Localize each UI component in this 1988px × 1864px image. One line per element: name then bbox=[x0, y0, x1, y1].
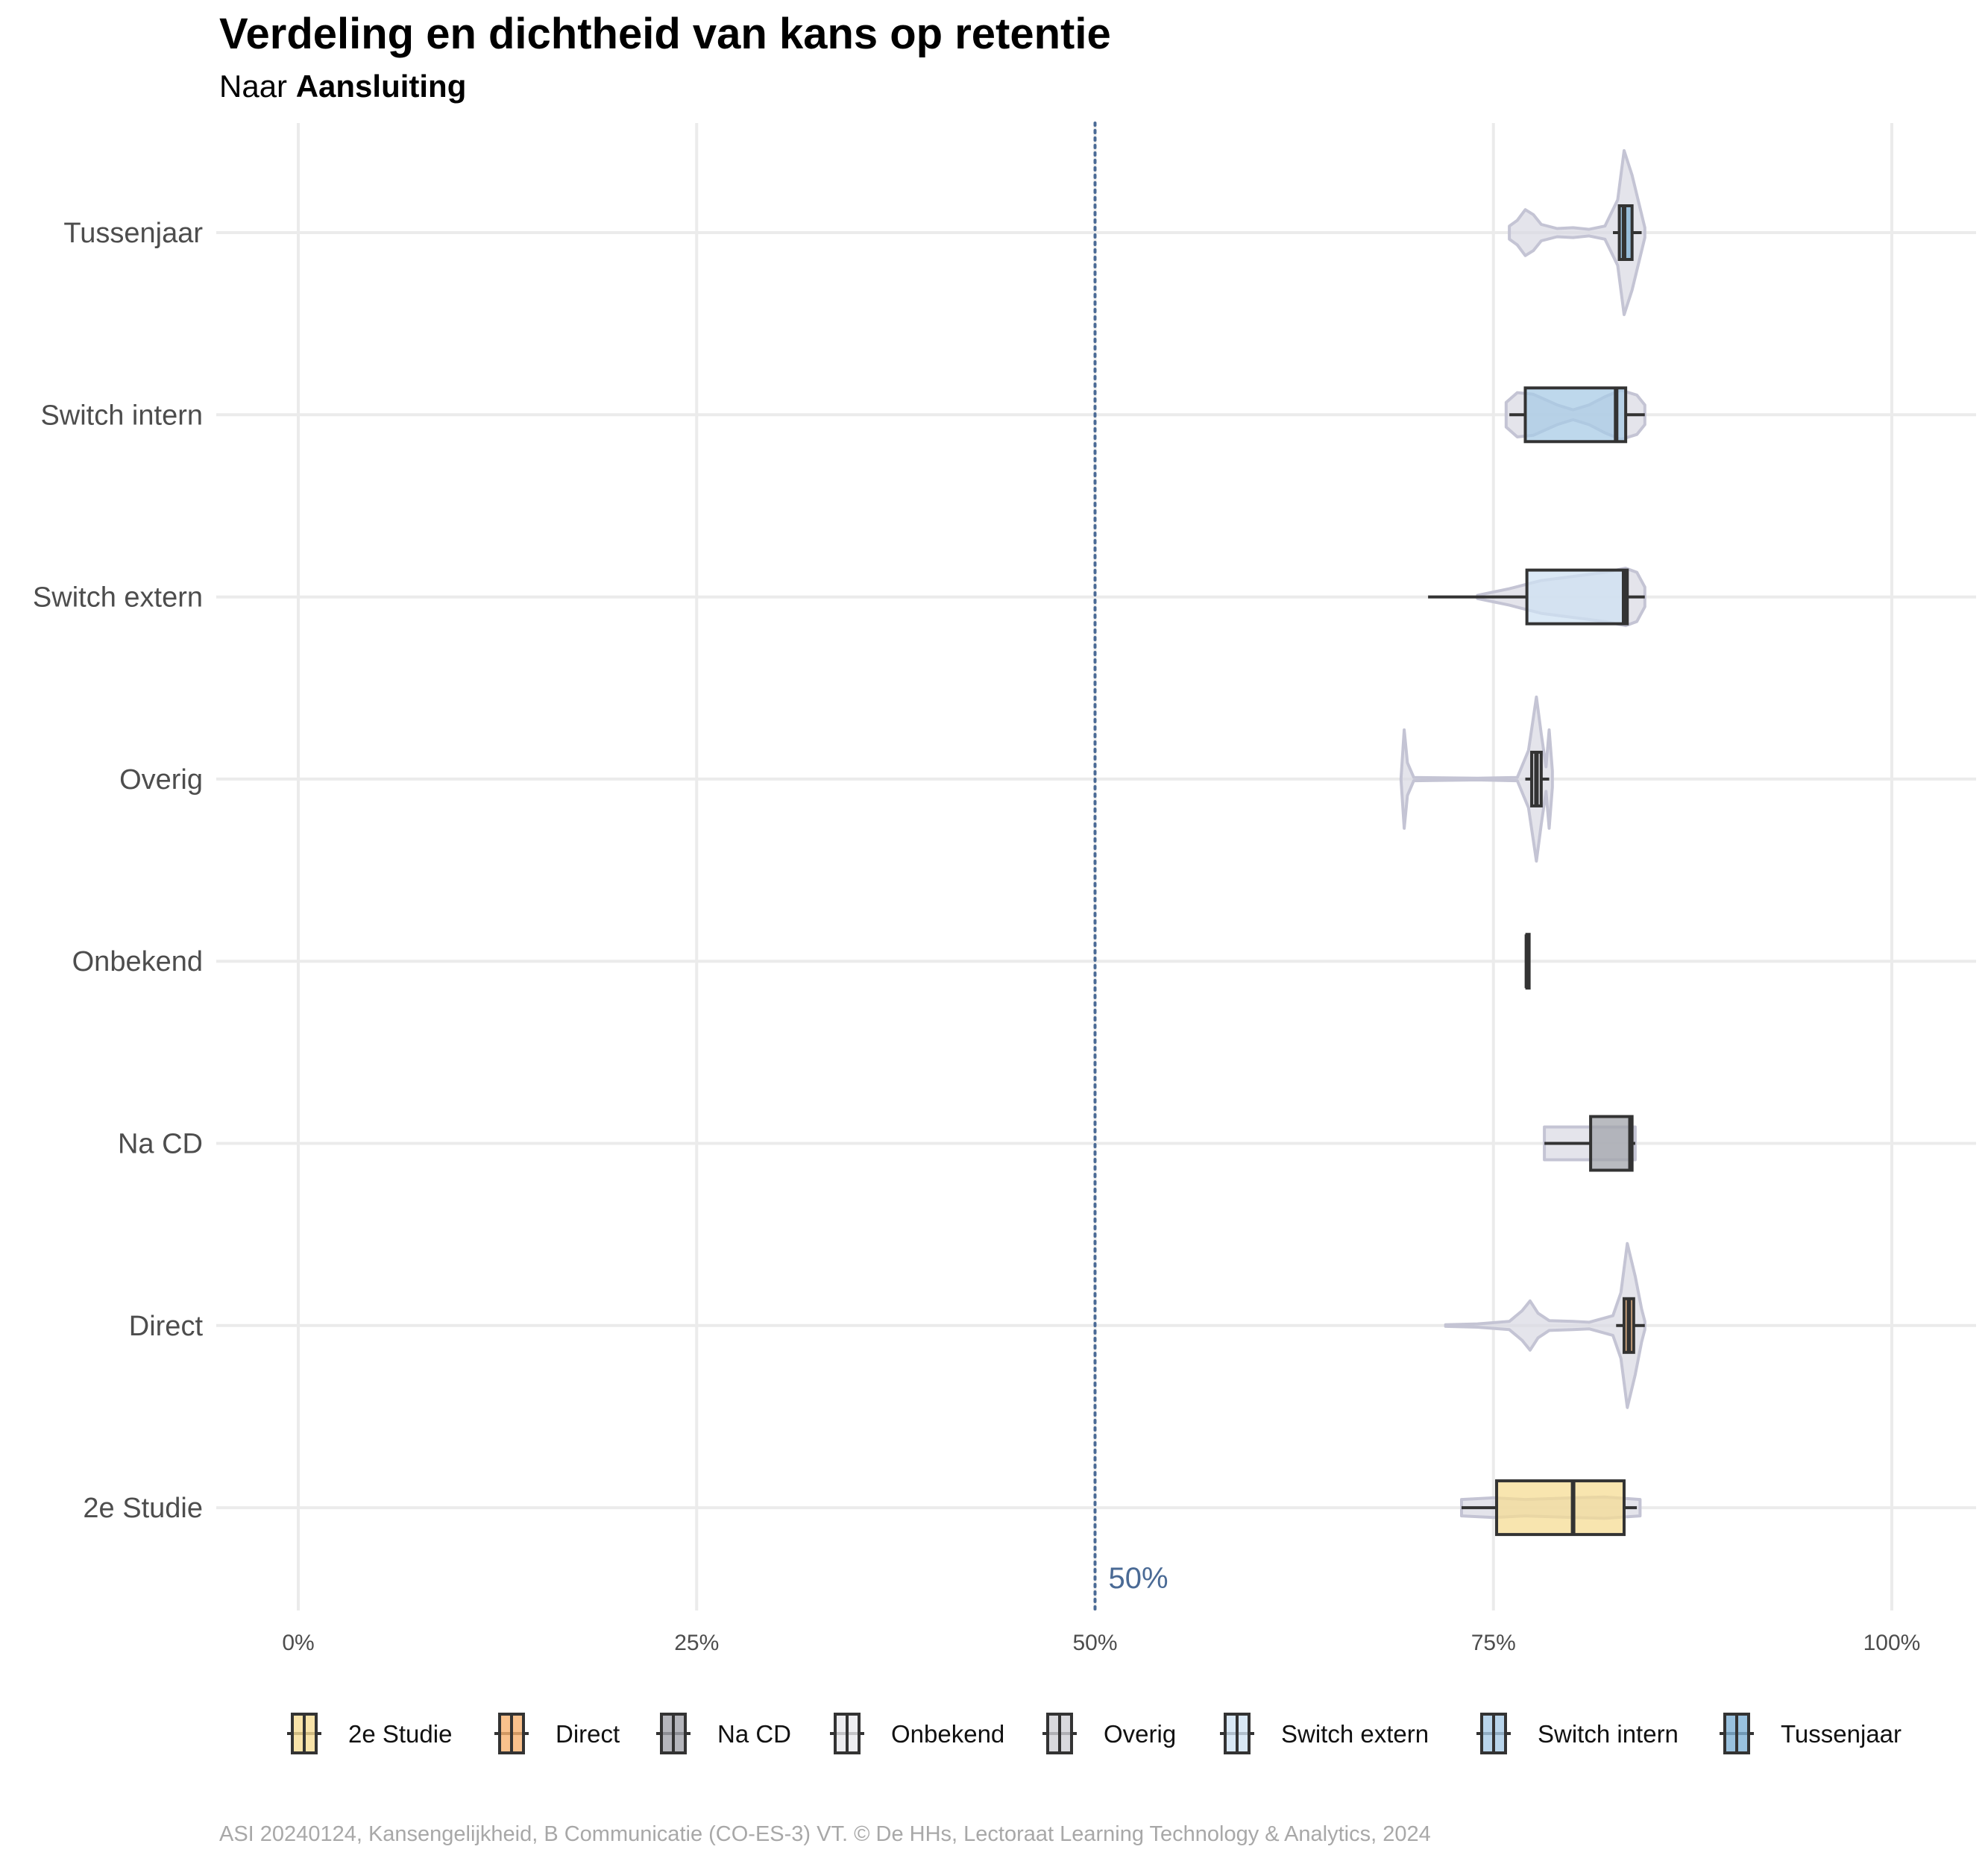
x-tick-label: 25% bbox=[674, 1631, 719, 1655]
x-tick-label: 50% bbox=[1072, 1631, 1117, 1655]
y-tick-label: Overig bbox=[119, 764, 203, 796]
y-tick-label: Switch extern bbox=[33, 582, 203, 614]
x-tick-label: 0% bbox=[282, 1631, 314, 1655]
chart-title: Verdeling en dichtheid van kans op reten… bbox=[219, 10, 1111, 58]
box-switch-intern bbox=[1523, 386, 1628, 444]
y-tick-label: Onbekend bbox=[72, 946, 203, 977]
violin-direct bbox=[1444, 1241, 1646, 1409]
legend-label-switch-extern: Switch extern bbox=[1281, 1720, 1429, 1748]
box-layer bbox=[1428, 204, 1645, 1537]
x-tick-label: 100% bbox=[1863, 1631, 1921, 1655]
chart-caption: ASI 20240124, Kansengelijkheid, B Commun… bbox=[219, 1822, 1431, 1846]
box-na-cd bbox=[1589, 1115, 1634, 1172]
violin-overig bbox=[1399, 695, 1554, 863]
y-tick-label: Tussenjaar bbox=[63, 218, 203, 249]
y-tick-label: Switch intern bbox=[40, 400, 203, 431]
legend: 2e Studie Direct Na CD Onbekend Overig Switch… bbox=[287, 1713, 1902, 1754]
box-2e-studie bbox=[1495, 1479, 1626, 1537]
x-tick-label: 75% bbox=[1471, 1631, 1516, 1655]
legend-label-direct: Direct bbox=[556, 1720, 620, 1748]
y-tick-label: Direct bbox=[129, 1311, 204, 1342]
legend-label-na-cd: Na CD bbox=[717, 1720, 791, 1748]
subtitle-bold: Aansluiting bbox=[295, 69, 467, 104]
chart-subtitle: Naar Aansluiting bbox=[219, 69, 466, 104]
reference-line-label: 50% bbox=[1109, 1562, 1168, 1595]
legend-label-2e-studie: 2e Studie bbox=[348, 1720, 452, 1748]
y-tick-label: 2e Studie bbox=[83, 1493, 203, 1524]
legend-label-onbekend: Onbekend bbox=[891, 1720, 1004, 1748]
box-switch-extern bbox=[1525, 568, 1629, 626]
violin-tussenjaar bbox=[1508, 149, 1646, 316]
legend-label-overig: Overig bbox=[1104, 1720, 1176, 1748]
label-layer: 0% 25% 50% 75% 100% Tussenjaar Switch intern Sw… bbox=[33, 218, 1920, 1655]
legend-label-switch-intern: Switch intern bbox=[1538, 1720, 1679, 1748]
violin-layer bbox=[1399, 149, 1646, 1520]
subtitle-prefix: Naar bbox=[219, 69, 296, 104]
y-tick-label: Na CD bbox=[118, 1129, 203, 1160]
legend-label-tussenjaar: Tussenjaar bbox=[1781, 1720, 1902, 1748]
reference-layer: 50% bbox=[1093, 122, 1168, 1612]
